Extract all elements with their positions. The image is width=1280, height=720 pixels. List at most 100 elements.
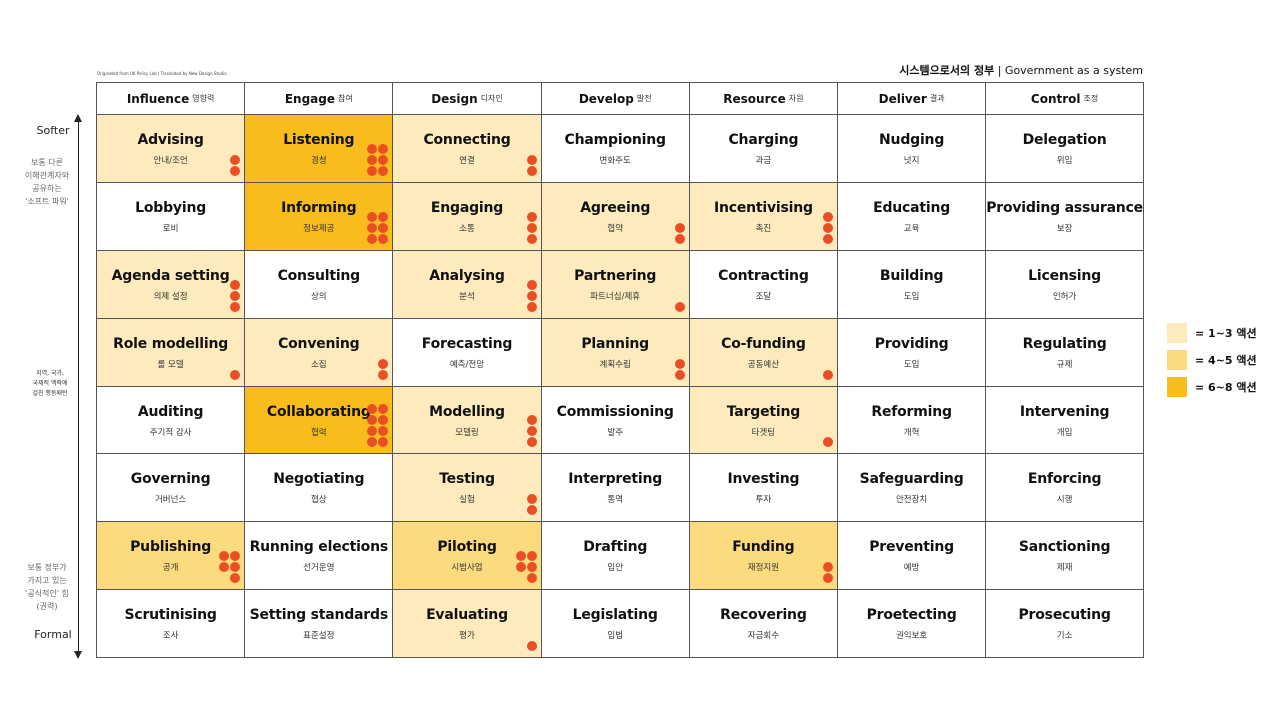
cell-title-en: Scrutinising — [124, 607, 217, 624]
action-dots — [229, 279, 241, 313]
cell-title-ko: 재정지원 — [747, 563, 780, 574]
cell-title-en: Governing — [130, 471, 211, 488]
cell-title-ko: 협력 — [310, 427, 327, 438]
action-dot — [230, 165, 241, 176]
action-dot — [823, 233, 833, 244]
action-dots — [366, 404, 389, 448]
title-separator: | — [994, 64, 1005, 77]
column-header: Resource 자원 — [689, 83, 838, 115]
cell-title-en: Championing — [564, 132, 666, 148]
cell-title-en: Delegation — [1022, 132, 1107, 148]
action-dot — [526, 562, 537, 573]
action-dots — [526, 154, 537, 177]
action-dots — [822, 211, 833, 245]
matrix-cell: Setting standards 표준설정 — [245, 590, 394, 658]
matrix-cell: Connecting 연결 — [393, 115, 542, 183]
matrix-cell: Providing 도입 — [838, 318, 987, 387]
cell-title-ko: 입안 — [607, 563, 624, 574]
cell-title-en: Role modelling — [113, 335, 229, 352]
action-dot — [526, 279, 537, 290]
action-dot — [219, 562, 230, 573]
cell-title-ko: 촉진 — [755, 223, 772, 234]
matrix-cell: Running elections 선거운영 — [245, 522, 394, 591]
credit-line: Originated from UK Policy Lab | Translat… — [97, 71, 227, 76]
action-dot — [230, 154, 241, 165]
cell-title-ko: 공동예산 — [747, 359, 780, 370]
cell-title-ko: 개입 — [1056, 427, 1073, 438]
legend-label: = 1~3 액션 — [1195, 326, 1257, 340]
matrix-cell: Role modelling 롤 모델 — [97, 318, 246, 387]
cell-title-en: Nudging — [879, 132, 945, 148]
column-header: Control 조정 — [986, 83, 1144, 115]
action-dot — [367, 404, 378, 415]
matrix-cell: Evaluating 평가 — [393, 590, 542, 658]
action-dots — [674, 222, 685, 245]
column-header-en: Control — [1030, 91, 1081, 106]
action-dot — [674, 369, 685, 380]
cell-title-en: Agenda setting — [111, 267, 230, 284]
cell-title-en: Recovering — [720, 607, 807, 624]
matrix-cell: Agenda setting 의제 설정 — [97, 250, 246, 319]
cell-title-ko: 로비 — [162, 223, 179, 234]
matrix-cell: Auditing 주기적 감사 — [97, 386, 246, 455]
action-dot — [526, 505, 537, 516]
legend-item: = 4~5 액션 — [1167, 349, 1257, 370]
cell-title-en: Partnering — [574, 267, 657, 284]
cell-title-ko: 규제 — [1056, 359, 1073, 370]
action-dot — [526, 301, 537, 312]
action-dots — [674, 301, 685, 313]
matrix-cell: Legislating 입법 — [541, 590, 690, 658]
action-dot — [526, 233, 537, 244]
action-dots — [366, 211, 389, 245]
matrix-cell: Contracting 조달 — [689, 250, 838, 319]
cell-title-ko: 선거운영 — [303, 563, 335, 574]
action-dots — [822, 369, 833, 381]
arrow-up-icon — [74, 114, 82, 122]
cell-title-ko: 기소 — [1056, 631, 1073, 642]
cell-title-ko: 자금회수 — [747, 631, 780, 642]
cell-title-en: Lobbying — [135, 199, 207, 216]
cell-title-en: Modelling — [429, 403, 505, 420]
cell-title-ko: 넛지 — [903, 156, 920, 166]
cell-title-ko: 교육 — [903, 223, 920, 234]
action-dot — [515, 562, 526, 573]
matrix-cell: Scrutinising 조사 — [97, 590, 246, 658]
cell-title-ko: 계획수립 — [599, 359, 631, 370]
cell-title-ko: 거버넌스 — [154, 495, 187, 506]
cell-title-ko: 위임 — [1056, 156, 1073, 166]
action-dot — [367, 415, 378, 426]
cell-title-en: Intervening — [1019, 403, 1110, 420]
action-dot — [823, 222, 833, 233]
action-dot — [526, 494, 537, 505]
matrix-cell: Advising 안내/조언 — [97, 115, 246, 183]
cell-title-en: Evaluating — [426, 607, 508, 624]
cell-title-ko: 조달 — [755, 291, 772, 302]
column-header-en: Deliver — [878, 91, 927, 106]
column-header-en: Influence — [126, 91, 190, 106]
matrix-cell: Funding 재정지원 — [689, 522, 838, 591]
column-header-en: Design — [431, 91, 478, 106]
action-dot — [367, 154, 378, 165]
action-dot — [378, 222, 389, 233]
legend-item: = 1~3 액션 — [1167, 322, 1257, 343]
cell-title-en: Providing assurance — [986, 199, 1143, 216]
cell-title-ko: 타겟팅 — [751, 427, 776, 438]
action-dot — [378, 358, 389, 369]
column-header: Engage 참여 — [245, 83, 394, 115]
matrix-cell: Safeguarding 안전장치 — [838, 454, 987, 523]
action-dots — [515, 551, 537, 584]
matrix-cell: Intervening 개입 — [986, 386, 1144, 455]
vertical-axis-line — [78, 120, 79, 655]
matrix-cell: Commissioning 발주 — [541, 386, 690, 455]
matrix-cell: Enforcing 시행 — [986, 454, 1144, 523]
action-dot — [378, 233, 389, 244]
action-dot — [367, 165, 378, 176]
action-dot — [823, 369, 833, 380]
matrix-cell: Analysing 분석 — [393, 250, 542, 319]
action-dot — [378, 154, 389, 165]
cell-title-en: Targeting — [726, 403, 801, 420]
cell-title-ko: 통역 — [607, 495, 624, 506]
action-dots — [822, 437, 833, 448]
action-dot — [230, 551, 241, 562]
matrix-cell: Listening 경청 — [245, 115, 394, 183]
